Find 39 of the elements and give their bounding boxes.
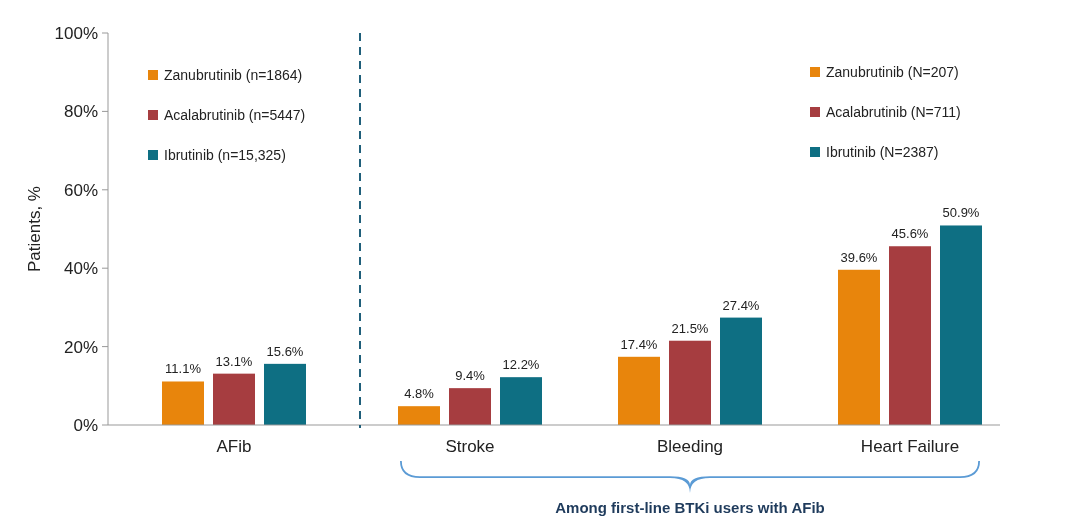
legend-label: Zanubrutinib (N=207) [826, 64, 959, 80]
data-label: 4.8% [404, 386, 435, 402]
data-label: 27.4% [722, 297, 760, 313]
x-tick-label: Bleeding [656, 437, 724, 456]
x-tick-label: Heart Failure [860, 437, 960, 456]
data-label: 12.2% [502, 357, 540, 373]
data-label: 11.1% [165, 361, 202, 377]
y-tick-label: 60% [63, 180, 98, 200]
bar [618, 356, 660, 425]
bar [669, 340, 711, 425]
y-axis-title: Patients, % [25, 186, 44, 272]
y-tick-label: 20% [63, 337, 98, 357]
y-tick-label: 80% [63, 102, 98, 122]
y-tick-label: 100% [54, 24, 98, 43]
data-label: 15.6% [266, 343, 304, 359]
x-tick-label: AFib [216, 437, 252, 456]
bar [500, 377, 542, 425]
bar [449, 388, 491, 425]
legend-label: Ibrutinib (N=2387) [826, 144, 939, 160]
legend-label: Zanubrutinib (n=1864) [164, 67, 303, 83]
legend-label: Ibrutinib (n=15,325) [164, 147, 286, 163]
text: Among first-line BTKi users with AFib [555, 499, 825, 516]
data-label: 9.4% [455, 368, 486, 384]
legend-label: Acalabrutinib (N=711) [826, 104, 961, 120]
data-label: 50.9% [942, 205, 980, 221]
x-tick-label: Stroke [445, 437, 495, 456]
data-label: 13.1% [215, 353, 253, 369]
y-tick-label: 40% [63, 259, 98, 279]
bar [838, 269, 880, 425]
data-label: 17.4% [620, 336, 658, 352]
data-label: 45.6% [891, 226, 929, 242]
bar [940, 225, 982, 425]
legend-label: Acalabrutinib (n=5447) [164, 107, 306, 123]
data-label: 39.6% [840, 249, 878, 265]
bar [720, 317, 762, 425]
bar [889, 246, 931, 425]
y-tick-label: 0% [73, 416, 98, 435]
bar [398, 406, 440, 425]
data-label: 21.5% [671, 320, 709, 336]
